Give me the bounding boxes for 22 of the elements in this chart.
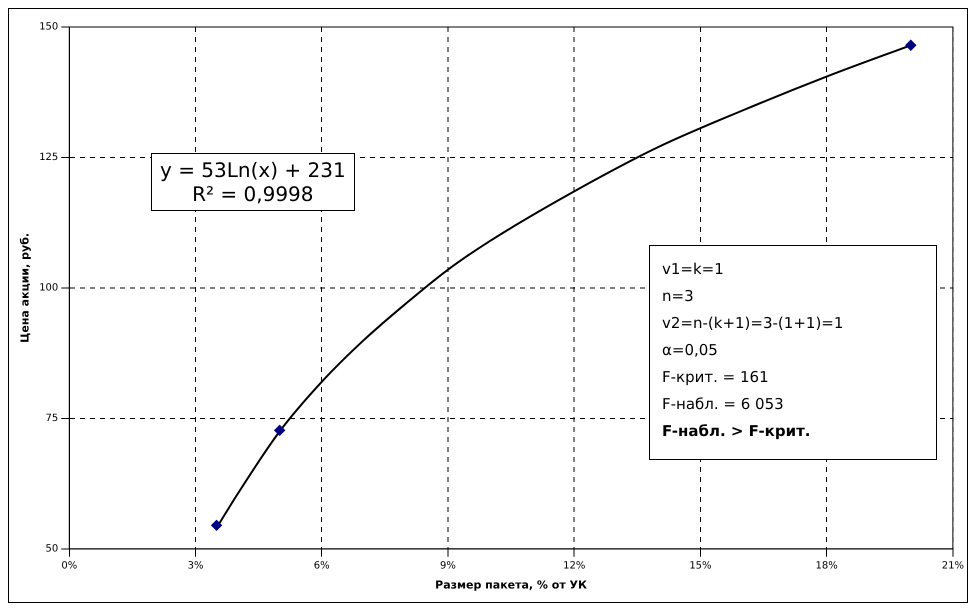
x-tick-label: 3% [188, 560, 204, 572]
x-tick-label: 15% [689, 560, 712, 572]
x-tick-label: 0% [61, 560, 78, 572]
annotation: y = 53Ln(x) + 231 R² = 0,9998 [160, 158, 346, 206]
x-tick-label: 12% [563, 560, 586, 572]
point [211, 520, 222, 531]
y-axis-title: Цена акции, руб. [18, 232, 32, 343]
text-box: v1=k=1 n=3 v2=n-(k+1)=3-(1+1)=1 α=0,05 F-крит. = 161 F-набл. = 6 053 F-набл. > F-крит. [649, 245, 937, 460]
x-tick-label: 21% [942, 560, 964, 572]
y-tick-label: 100 [39, 282, 58, 294]
y-tick-label: 75 [46, 412, 58, 424]
x-tick-label: 9% [440, 560, 456, 572]
y-tick-label: 125 [39, 152, 58, 164]
annotation: v1=k=1 n=3 v2=n-(k+1)=3-(1+1)=1 α=0,05 F-крит. = 161 F-набл. = 6 053 F-набл. > F-крит. [662, 259, 844, 442]
point [274, 424, 286, 436]
x-tick-label: 6% [314, 560, 330, 572]
point [905, 40, 916, 51]
text-box: y = 53Ln(x) + 231 R² = 0,9998 [151, 153, 355, 211]
x-axis-title: Размер пакета, % от УК [435, 578, 588, 592]
y-tick-label: 50 [46, 543, 58, 554]
y-tick-label: 150 [39, 22, 58, 33]
x-tick-label: 18% [816, 560, 838, 572]
